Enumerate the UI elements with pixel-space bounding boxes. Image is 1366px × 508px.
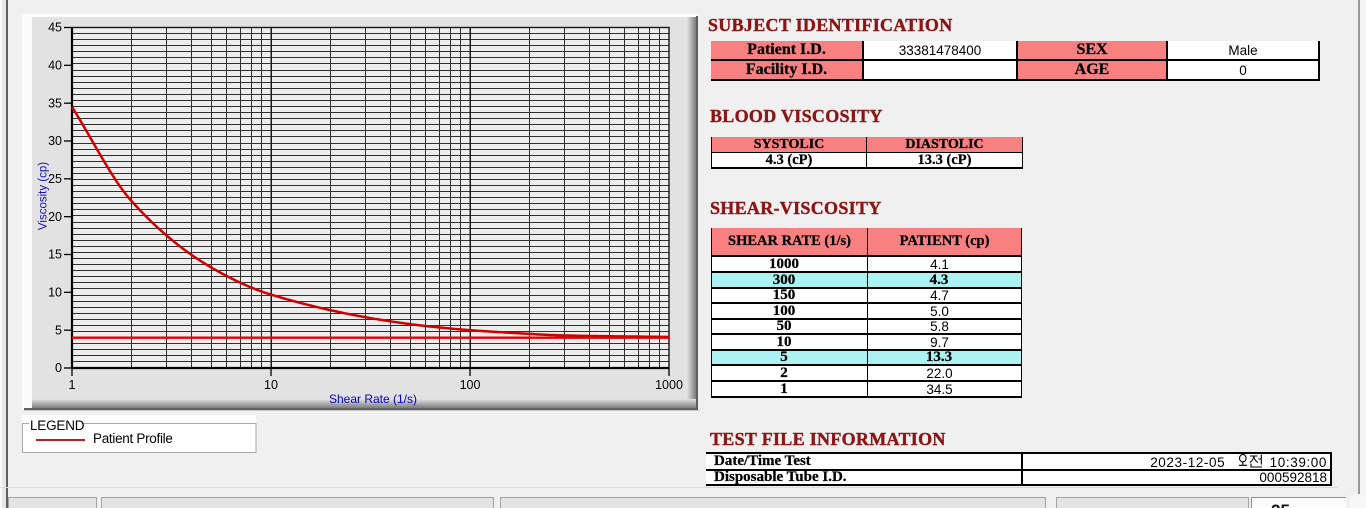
svg-text:1000: 1000 <box>655 378 683 392</box>
svg-text:Viscosity (cp): Viscosity (cp) <box>38 162 50 230</box>
svg-text:0: 0 <box>55 361 62 375</box>
svg-text:45: 45 <box>48 21 62 35</box>
svg-text:25: 25 <box>48 172 62 186</box>
svg-text:Shear Rate (1/s): Shear Rate (1/s) <box>329 392 417 406</box>
svg-text:20: 20 <box>48 210 62 224</box>
svg-text:100: 100 <box>460 378 481 392</box>
svg-text:1: 1 <box>69 378 76 392</box>
svg-text:5: 5 <box>55 323 62 337</box>
svg-text:10: 10 <box>264 378 278 392</box>
svg-text:30: 30 <box>48 134 62 148</box>
svg-text:35: 35 <box>48 96 62 110</box>
svg-text:10: 10 <box>48 286 62 300</box>
svg-text:15: 15 <box>48 248 62 262</box>
svg-text:40: 40 <box>48 59 62 73</box>
